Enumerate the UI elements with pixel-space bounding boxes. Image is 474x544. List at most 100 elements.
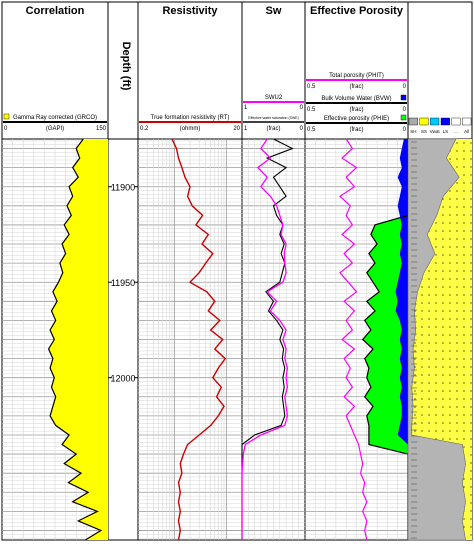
- sand-dot: [470, 470, 472, 472]
- gr-fill: [48, 139, 108, 540]
- sand-dot: [456, 366, 458, 368]
- sand-dot: [470, 502, 472, 504]
- sand-dot: [463, 238, 465, 240]
- phie-legend-swatch: [400, 114, 407, 121]
- sand-dot: [463, 334, 465, 336]
- sand-dot: [463, 254, 465, 256]
- track-title: Sw: [266, 5, 282, 17]
- sand-dot: [470, 262, 472, 264]
- sand-dot: [428, 382, 430, 384]
- sand-dot: [414, 414, 416, 416]
- sand-dot: [470, 446, 472, 448]
- sand-dot: [435, 294, 437, 296]
- sand-dot: [435, 278, 437, 280]
- sand-dot: [456, 230, 458, 232]
- sand-dot: [421, 422, 423, 424]
- sand-dot: [463, 206, 465, 208]
- sand-dot: [470, 326, 472, 328]
- sand-dot: [456, 150, 458, 152]
- sand-dot: [421, 374, 423, 376]
- sand-dot: [428, 422, 430, 424]
- sand-dot: [463, 286, 465, 288]
- phie-scale-max: 0: [403, 127, 407, 133]
- litho-legend-label: All: [464, 129, 469, 134]
- sand-dot: [470, 142, 472, 144]
- sand-dot: [428, 342, 430, 344]
- sand-dot: [470, 190, 472, 192]
- sand-dot: [456, 406, 458, 408]
- sand-dot: [463, 278, 465, 280]
- shale-fill: [407, 138, 466, 541]
- sand-dot: [428, 390, 430, 392]
- track-title: Correlation: [26, 5, 85, 17]
- sand-dot: [463, 302, 465, 304]
- sand-dot: [463, 310, 465, 312]
- sand-dot: [463, 318, 465, 320]
- sand-dot: [449, 366, 451, 368]
- sand-dot: [428, 430, 430, 432]
- sand-dot: [456, 198, 458, 200]
- sand-dot: [442, 358, 444, 360]
- sand-dot: [442, 438, 444, 440]
- sand-dot: [470, 398, 472, 400]
- sand-dot: [470, 310, 472, 312]
- sand-dot: [421, 390, 423, 392]
- sand-dot: [470, 150, 472, 152]
- sand-dot: [456, 310, 458, 312]
- sand-dot: [470, 358, 472, 360]
- sand-dot: [456, 262, 458, 264]
- sand-dot: [470, 454, 472, 456]
- sand-dot: [463, 326, 465, 328]
- sand-dot: [470, 382, 472, 384]
- sand-dot: [470, 246, 472, 248]
- sand-dot: [449, 158, 451, 160]
- sand-dot: [449, 438, 451, 440]
- sand-dot: [435, 366, 437, 368]
- phit-unit: (frac): [350, 84, 364, 90]
- sand-dot: [449, 342, 451, 344]
- sand-dot: [435, 238, 437, 240]
- litho-legend-swatch: [451, 117, 461, 126]
- sand-dot: [449, 302, 451, 304]
- bvw-name: Bulk Volume Water (BVW): [321, 96, 391, 102]
- sand-dot: [442, 310, 444, 312]
- sand-dot: [442, 278, 444, 280]
- sand-dot: [463, 230, 465, 232]
- sand-dot: [428, 398, 430, 400]
- sand-dot: [414, 390, 416, 392]
- sand-dot: [456, 358, 458, 360]
- swe-name: Effective water saturation (SWE): [248, 116, 299, 120]
- sand-dot: [470, 238, 472, 240]
- sand-dot: [456, 238, 458, 240]
- sand-dot: [456, 270, 458, 272]
- sand-dot: [463, 182, 465, 184]
- rt-name: True formation resistivity (RT): [151, 115, 230, 121]
- sand-dot: [414, 358, 416, 360]
- sand-dot: [470, 206, 472, 208]
- sand-dot: [428, 358, 430, 360]
- depth-tick-label: 11950: [111, 278, 135, 288]
- sand-dot: [435, 254, 437, 256]
- sand-dot: [435, 406, 437, 408]
- sand-dot: [470, 342, 472, 344]
- sand-dot: [456, 166, 458, 168]
- sand-dot: [442, 366, 444, 368]
- sand-dot: [442, 294, 444, 296]
- sand-dot: [470, 318, 472, 320]
- gr-legend-swatch: [3, 113, 10, 120]
- sand-dot: [456, 374, 458, 376]
- sand-dot: [470, 350, 472, 352]
- sand-dot: [435, 342, 437, 344]
- sand-dot: [428, 286, 430, 288]
- track-title: Resistivity: [162, 5, 218, 17]
- sand-dot: [421, 430, 423, 432]
- sand-dot: [456, 398, 458, 400]
- sand-dot: [421, 406, 423, 408]
- sand-dot: [449, 214, 451, 216]
- litho-legend-label: SH: [410, 129, 416, 134]
- sand-dot: [442, 414, 444, 416]
- sand-dot: [435, 398, 437, 400]
- sand-dot: [442, 254, 444, 256]
- sand-dot: [435, 302, 437, 304]
- sand-dot: [456, 318, 458, 320]
